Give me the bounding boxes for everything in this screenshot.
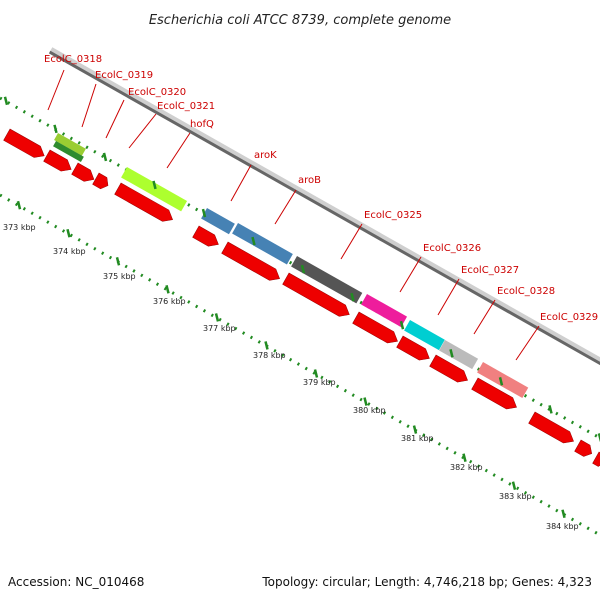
outer-major-tick <box>350 292 355 302</box>
gene-label-ecolc-0326: EcolC_0326 <box>423 243 481 254</box>
label-leader-line <box>230 164 252 202</box>
label-leader-line <box>473 299 496 335</box>
cds-arrow <box>352 311 398 344</box>
gene-label-hofq: hofQ <box>190 119 214 130</box>
gene-bar-ecolc-0325 <box>291 256 363 304</box>
tick-label: 380 kbp <box>353 406 386 415</box>
gene-label-ecolc-0320: EcolC_0320 <box>128 87 186 98</box>
label-leader-line <box>437 278 460 316</box>
tick-label: 375 kbp <box>103 272 136 281</box>
label-leader-line <box>399 256 422 293</box>
outer-major-tick <box>399 320 405 330</box>
gene-label-arok: aroK <box>254 150 277 161</box>
cds-arrow <box>221 241 280 281</box>
cds-arrow <box>114 182 173 222</box>
cds-arrow <box>282 272 350 317</box>
inner-major-tick <box>363 397 368 406</box>
tick-label: 381 kbp <box>401 434 434 443</box>
accession-text: Accession: NC_010468 <box>8 575 144 589</box>
inner-major-tick <box>16 200 22 210</box>
inner-major-tick <box>313 369 319 378</box>
gene-label-arob: aroB <box>298 175 321 186</box>
outer-major-tick <box>152 180 157 190</box>
outer-major-tick <box>102 152 108 162</box>
label-leader-line <box>340 223 363 260</box>
genome-summary-text: Topology: circular; Length: 4,746,218 bp… <box>261 575 592 589</box>
outer-major-tick <box>53 124 58 134</box>
inner-major-tick <box>412 425 418 434</box>
gene-label-ecolc-0328: EcolC_0328 <box>497 286 555 297</box>
tick-label: 382 kbp <box>450 463 483 472</box>
outer-major-tick <box>449 348 454 358</box>
inner-major-tick <box>66 228 71 238</box>
tick-label: 378 kbp <box>253 351 286 360</box>
tick-labels: 373 kbp 374 kbp 375 kbp 376 kbp 377 kbp … <box>3 223 579 531</box>
inner-major-tick <box>214 313 220 322</box>
label-leader-line <box>274 189 297 225</box>
cds-arrow <box>592 451 600 467</box>
inner-major-tick <box>264 341 269 350</box>
cds-arrow <box>429 354 468 383</box>
gene-bar-ecolc-0326 <box>361 294 408 328</box>
gene-label-ecolc-0329: EcolC_0329 <box>540 312 598 323</box>
inner-major-tick <box>561 509 566 519</box>
outer-major-tick <box>498 377 504 386</box>
tick-label: 374 kbp <box>53 247 86 256</box>
gene-bar-ecolc-0329 <box>477 362 529 399</box>
cds-arrow <box>396 335 430 361</box>
gene-bar-ecolc-0319 <box>53 140 84 162</box>
gene-bar-ecolc-0328 <box>439 340 479 370</box>
gene-bar-arok <box>201 208 235 235</box>
gene-label-ecolc-0321: EcolC_0321 <box>157 101 215 112</box>
cds-arrow <box>71 162 95 182</box>
gene-label-ecolc-0327: EcolC_0327 <box>461 265 519 276</box>
label-leader-line <box>515 325 540 361</box>
gene-label-ecolc-0325: EcolC_0325 <box>364 210 422 221</box>
gene-bar-hofq <box>121 166 188 212</box>
gene-bar-ecolc-0318 <box>54 133 86 156</box>
gene-bar-ecolc-0327 <box>404 320 445 351</box>
outer-major-tick <box>201 208 207 218</box>
feature-layer <box>3 69 600 519</box>
inner-major-tick <box>115 256 121 266</box>
cds-arrow <box>92 172 109 190</box>
gene-label-ecolc-0318: EcolC_0318 <box>44 54 102 65</box>
tick-label: 376 kbp <box>153 297 186 306</box>
outer-major-tick <box>251 236 256 246</box>
gene-labels: EcolC_0318 EcolC_0319 EcolC_0320 EcolC_0… <box>44 54 598 323</box>
label-leader-line <box>47 69 65 111</box>
outer-major-tick <box>300 264 306 274</box>
tick-label: 379 kbp <box>303 378 336 387</box>
inner-major-tick <box>511 481 517 491</box>
genome-backbone <box>48 47 600 399</box>
tick-label: 373 kbp <box>3 223 36 232</box>
cds-arrow <box>574 439 593 457</box>
tick-label: 384 kbp <box>546 522 579 531</box>
inner-tick-track <box>0 193 600 537</box>
cds-arrow <box>3 128 45 158</box>
label-leader-line <box>105 99 125 139</box>
cds-arrow <box>528 411 574 444</box>
gene-label-ecolc-0319: EcolC_0319 <box>95 70 153 81</box>
inner-major-tick <box>462 453 467 462</box>
outer-major-tick <box>548 405 553 414</box>
label-leader-line <box>128 113 157 149</box>
map-title: Escherichia coli ATCC 8739, complete gen… <box>149 13 451 28</box>
outer-major-tick <box>597 433 600 442</box>
outer-major-tick <box>3 96 9 106</box>
gene-bar-arob <box>232 223 293 265</box>
tick-label: 383 kbp <box>499 492 532 501</box>
label-leader-line <box>166 132 191 169</box>
inner-major-tick <box>165 285 170 294</box>
cds-arrow <box>192 225 219 247</box>
cds-arrow <box>43 149 72 172</box>
tick-label: 377 kbp <box>203 324 236 333</box>
cds-arrow <box>471 377 517 410</box>
label-leader-line <box>81 83 97 128</box>
